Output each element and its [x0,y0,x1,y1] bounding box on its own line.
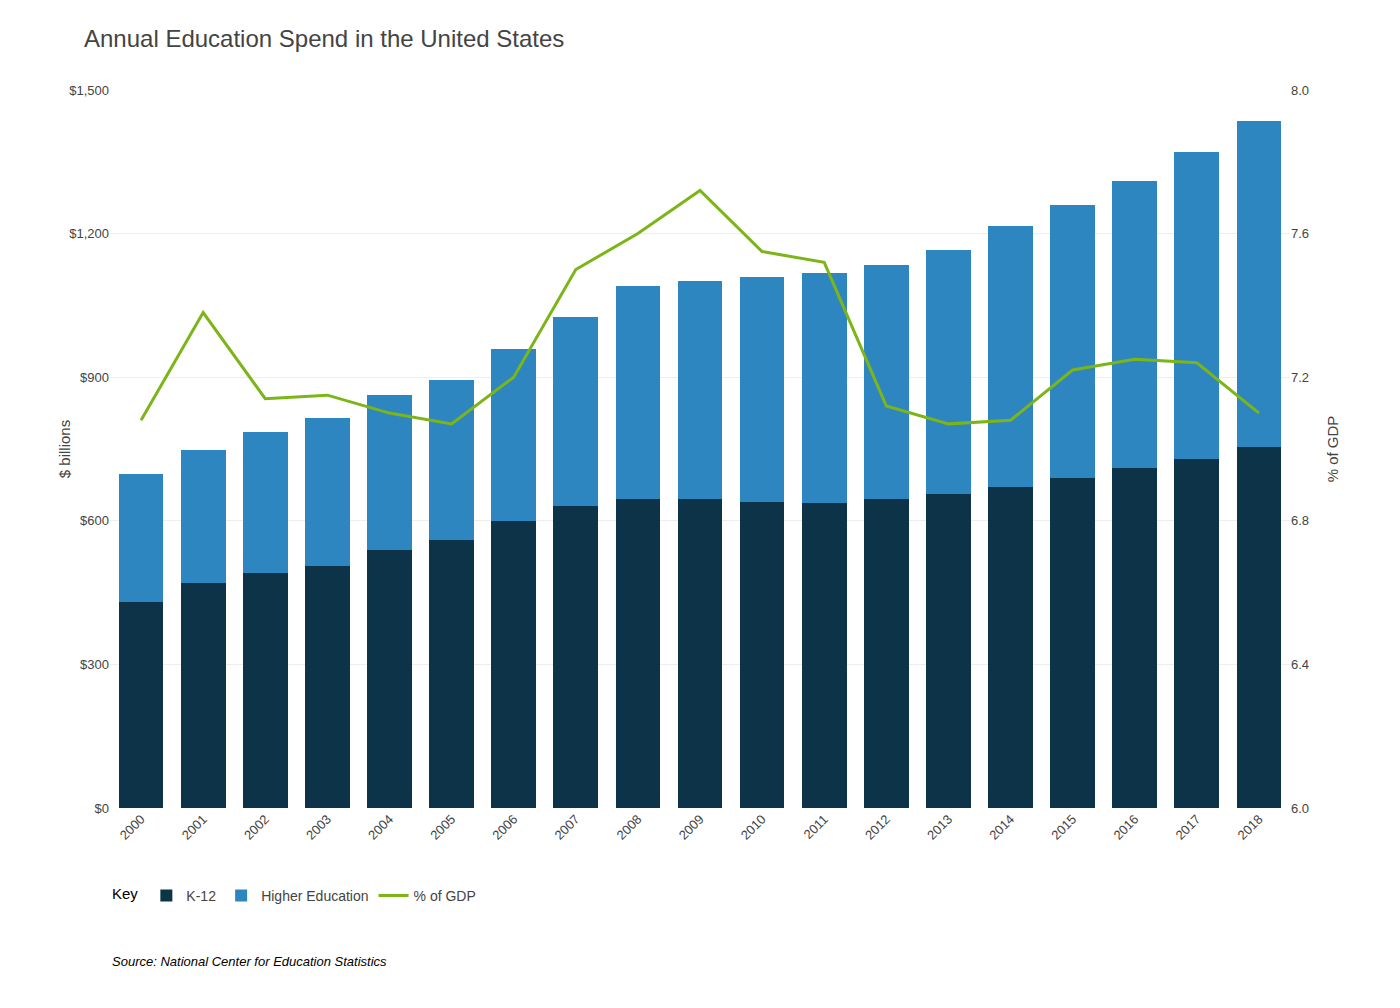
svg-text:2017: 2017 [1173,812,1204,843]
svg-text:2011: 2011 [801,812,831,842]
svg-text:% of GDP: % of GDP [1324,416,1341,483]
svg-text:2008: 2008 [614,812,645,843]
svg-text:6.4: 6.4 [1291,657,1309,672]
svg-text:7.6: 7.6 [1291,226,1309,241]
svg-text:2000: 2000 [117,812,148,843]
svg-text:7.2: 7.2 [1291,370,1309,385]
svg-text:K-12: K-12 [186,888,216,904]
svg-text:Annual Education Spend in the: Annual Education Spend in the United Sta… [84,25,564,52]
svg-text:2018: 2018 [1235,812,1266,843]
svg-text:6.0: 6.0 [1291,801,1309,816]
svg-text:8.0: 8.0 [1291,83,1309,98]
svg-text:2014: 2014 [986,812,1017,843]
svg-text:2002: 2002 [241,812,272,843]
svg-text:Source: National Center for Ed: Source: National Center for Education St… [112,954,387,969]
svg-text:2013: 2013 [924,812,955,843]
svg-text:Key: Key [112,885,138,902]
svg-text:$1,500: $1,500 [69,83,109,98]
svg-text:$0: $0 [95,801,109,816]
svg-text:$ billions: $ billions [56,420,73,478]
svg-text:2006: 2006 [489,812,520,843]
svg-text:$300: $300 [80,657,109,672]
svg-text:6.8: 6.8 [1291,513,1309,528]
svg-text:Higher Education: Higher Education [261,888,368,904]
svg-text:2007: 2007 [551,812,582,843]
svg-text:2005: 2005 [427,812,458,843]
svg-text:2015: 2015 [1048,812,1079,843]
svg-text:% of GDP: % of GDP [414,888,476,904]
svg-text:2001: 2001 [179,812,210,843]
svg-text:2003: 2003 [303,812,334,843]
svg-text:2016: 2016 [1110,812,1141,843]
svg-text:$900: $900 [80,370,109,385]
svg-text:$1,200: $1,200 [69,226,109,241]
svg-text:$600: $600 [80,513,109,528]
svg-text:2012: 2012 [862,812,893,843]
svg-text:2004: 2004 [365,812,396,843]
svg-text:2009: 2009 [676,812,707,843]
svg-text:2010: 2010 [738,812,769,843]
